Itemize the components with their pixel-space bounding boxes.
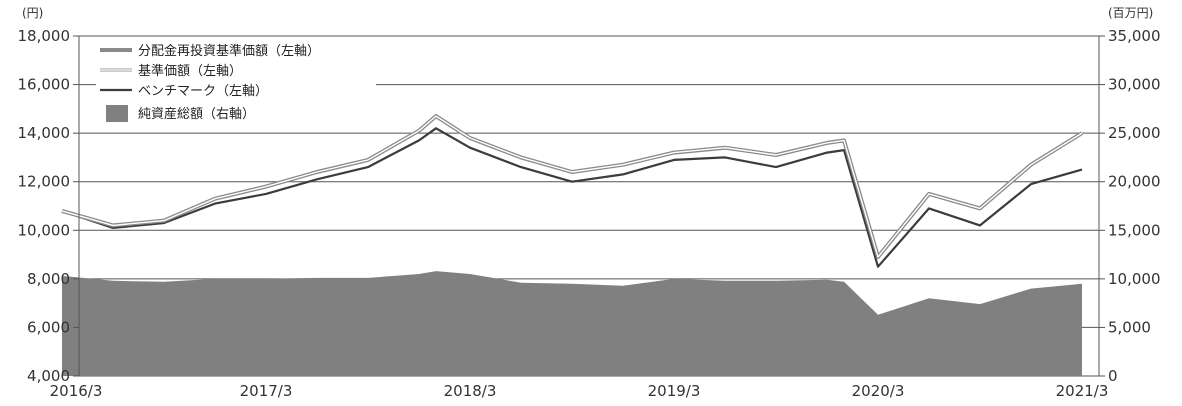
left-tick-label: 10,000 [18, 221, 71, 239]
left-axis-unit: (円) [22, 6, 43, 20]
benchmark-line [61, 127, 1083, 268]
legend-background [96, 40, 376, 132]
legend: 分配金再投資基準価額（左軸） 基準価額（左軸） ベンチマーク（左軸） 純資産総額（右軸… [96, 40, 376, 132]
right-tick-label: 30,000 [1108, 76, 1161, 94]
left-tick-label: 14,000 [18, 124, 71, 142]
reinvested-nav-line [61, 114, 1084, 259]
net-assets-area [62, 271, 1082, 376]
legend-swatch-net-assets [106, 105, 128, 122]
nav-line [61, 115, 1083, 258]
x-tick-label: 2018/3 [444, 382, 497, 400]
right-tick-label: 10,000 [1108, 270, 1161, 288]
right-tick-label: 15,000 [1108, 221, 1161, 239]
legend-label: 分配金再投資基準価額（左軸） [138, 43, 320, 59]
right-tick-label: 0 [1108, 367, 1118, 385]
right-axis-unit: (百万円) [1108, 6, 1153, 20]
x-tick-label: 2021/3 [1056, 382, 1109, 400]
legend-label: 純資産総額（右軸） [138, 106, 255, 122]
x-tick-label: 2019/3 [648, 382, 701, 400]
line-series-layer [61, 114, 1084, 268]
left-tick-label: 6,000 [27, 318, 70, 336]
axes: (円) (百万円) 4,000 6,000 8,000 10,000 12,000 14,… [18, 6, 1161, 400]
left-tick-label: 16,000 [18, 76, 71, 94]
left-tick-label: 18,000 [18, 27, 71, 45]
legend-label: ベンチマーク（左軸） [138, 84, 268, 99]
right-tick-label: 35,000 [1108, 27, 1161, 45]
legend-label: 基準価額（左軸） [138, 63, 242, 79]
x-tick-label: 2017/3 [240, 382, 293, 400]
x-tick-label: 2016/3 [50, 382, 103, 400]
right-tick-label: 25,000 [1108, 124, 1161, 142]
right-tick-label: 20,000 [1108, 173, 1161, 191]
left-tick-label: 12,000 [18, 173, 71, 191]
net-assets-area-layer [62, 271, 1082, 376]
left-tick-label: 4,000 [27, 367, 70, 385]
left-tick-label: 8,000 [27, 270, 70, 288]
x-tick-label: 2020/3 [852, 382, 905, 400]
right-tick-label: 5,000 [1108, 318, 1151, 336]
